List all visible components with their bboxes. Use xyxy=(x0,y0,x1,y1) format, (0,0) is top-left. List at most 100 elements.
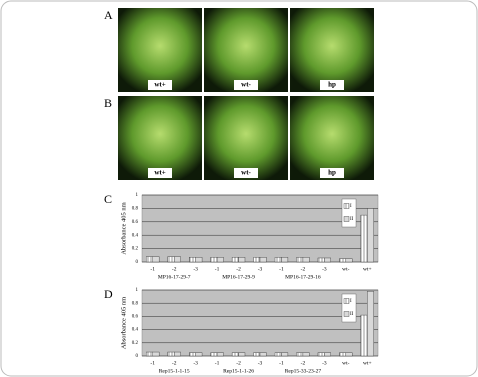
legend-label: I xyxy=(350,204,352,209)
bar xyxy=(296,352,304,357)
photo xyxy=(204,8,288,92)
bar xyxy=(195,257,203,263)
y-tick-label: 0 xyxy=(136,354,139,359)
bar xyxy=(274,352,282,357)
x-tick-label: -3 xyxy=(193,360,198,366)
bar xyxy=(253,257,261,263)
x-tick-label: -1 xyxy=(215,360,220,366)
photo xyxy=(204,96,288,180)
bar xyxy=(360,314,368,357)
bar xyxy=(173,351,181,357)
legend-box xyxy=(341,198,357,228)
bar xyxy=(238,352,246,357)
x-tick-label: -3 xyxy=(258,360,263,366)
bar xyxy=(238,257,246,263)
x-tick-label: -1 xyxy=(150,360,155,366)
y-tick-label: 0.6 xyxy=(132,220,139,225)
legend-box xyxy=(341,293,357,323)
legend-label: I xyxy=(350,299,352,304)
bar xyxy=(302,352,310,357)
bar xyxy=(167,351,175,357)
group-label: Rep15-1-1-15 xyxy=(159,368,190,374)
bar xyxy=(345,258,353,263)
bar xyxy=(210,257,218,263)
x-tick-label: -1 xyxy=(150,266,155,272)
photo-label-box xyxy=(234,168,258,178)
group-label: Rep15-1-1-26 xyxy=(223,368,254,374)
legend-swatch xyxy=(343,298,350,304)
photo-label: hp xyxy=(328,169,336,177)
panel-label: D xyxy=(104,287,113,301)
y-tick-label: 0.8 xyxy=(132,301,139,306)
x-tick-label: -3 xyxy=(258,266,263,272)
bar xyxy=(231,257,239,263)
photo-label-box xyxy=(148,80,172,90)
y-tick-label: 0.4 xyxy=(132,233,139,238)
x-tick-label: -1 xyxy=(279,360,284,366)
panel-label: A xyxy=(104,8,113,22)
bar xyxy=(173,256,181,263)
x-tick-label: wt- xyxy=(342,360,350,366)
x-tick-label: -1 xyxy=(279,266,284,272)
y-tick-label: 1 xyxy=(136,288,139,293)
y-tick-label: 0.6 xyxy=(132,315,139,320)
photo-label: wt+ xyxy=(154,169,165,177)
photo-label-box xyxy=(320,80,344,90)
bar xyxy=(339,258,347,263)
bar xyxy=(317,257,325,263)
plot-area xyxy=(141,289,379,357)
bar xyxy=(324,352,332,357)
x-tick-label: -3 xyxy=(322,360,327,366)
bar xyxy=(216,257,224,263)
group-label: MP16-17-29-16 xyxy=(285,274,321,280)
bar xyxy=(339,352,347,357)
group-label: Rep15-33-23-27 xyxy=(285,368,322,374)
bar xyxy=(210,352,218,357)
y-tick-label: 0.4 xyxy=(132,328,139,333)
x-tick-label: wt+ xyxy=(363,360,372,366)
legend-swatch xyxy=(343,216,350,222)
bar xyxy=(324,257,332,263)
bar xyxy=(146,351,153,357)
plot-area xyxy=(141,194,379,263)
x-tick-label: -2 xyxy=(172,266,177,272)
panel-label: C xyxy=(104,192,112,206)
bar xyxy=(274,257,282,263)
bar xyxy=(146,256,153,263)
bar xyxy=(345,352,353,357)
bar xyxy=(367,291,374,357)
x-tick-label: -3 xyxy=(322,266,327,272)
photo xyxy=(118,96,202,180)
photo xyxy=(118,8,202,92)
group-label: MP16-17-29-7 xyxy=(158,274,191,280)
bar xyxy=(216,352,224,357)
photo-label-box xyxy=(234,80,258,90)
bar xyxy=(281,257,289,263)
bar xyxy=(188,352,196,357)
x-tick-label: -3 xyxy=(193,266,198,272)
bar xyxy=(167,256,175,263)
photo-label-box xyxy=(148,168,172,178)
bar xyxy=(231,352,239,357)
y-tick-label: 0.2 xyxy=(132,341,139,346)
photo-label: wt- xyxy=(241,169,251,177)
legend-label: II xyxy=(350,217,354,222)
bar xyxy=(188,257,196,263)
bar xyxy=(317,352,325,357)
x-tick-label: wt- xyxy=(342,266,350,272)
y-tick-label: 0.8 xyxy=(132,207,139,212)
x-tick-label: -1 xyxy=(215,266,220,272)
bar xyxy=(152,351,160,357)
y-tick-label: 0 xyxy=(136,260,139,265)
bar xyxy=(259,257,267,263)
x-tick-label: wt+ xyxy=(363,266,372,272)
x-tick-label: -2 xyxy=(301,360,306,366)
photo-label-box xyxy=(320,168,344,178)
photo-label: hp xyxy=(328,81,336,89)
group-label: MP16-17-29-9 xyxy=(222,274,255,280)
bar xyxy=(281,352,289,357)
x-tick-label: -2 xyxy=(236,266,241,272)
y-tick-label: 1 xyxy=(136,193,139,198)
